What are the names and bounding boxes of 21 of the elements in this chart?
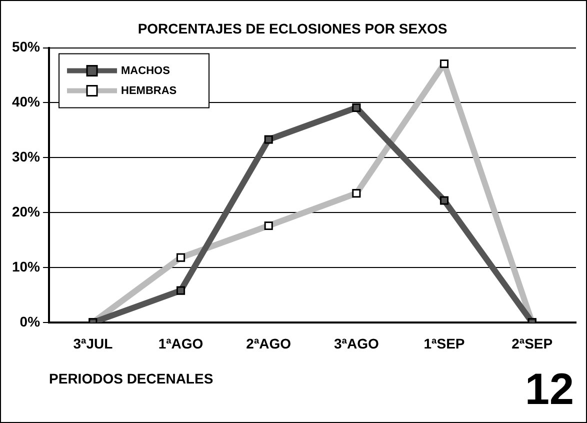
point: [264, 135, 273, 144]
legend-label: HEMBRAS: [121, 84, 177, 97]
point: [440, 196, 449, 205]
y-tick-label: 20%: [12, 203, 41, 220]
y-tick-label: 40%: [12, 94, 41, 110]
y-tick-label: 30%: [12, 148, 41, 164]
text: 12: [525, 365, 574, 414]
x-axis-title: PERIODOS DECENALES: [49, 370, 214, 386]
point: [352, 103, 361, 112]
x-tick-label: 3ªJUL: [73, 336, 114, 352]
x-tick-label: 2ªSEP: [512, 336, 553, 352]
x-tick-label: 1ªAGO: [158, 336, 204, 352]
legend-label: MACHOS: [121, 64, 170, 77]
y-tick-label: 0%: [20, 313, 41, 330]
x-tick-label: 1ªSEP: [424, 336, 465, 352]
y-tick-label: 50%: [12, 38, 41, 55]
x-tick-label: 3ªAGO: [334, 336, 379, 352]
chart-title: PORCENTAJES DE ECLOSIONES POR SEXOS: [138, 20, 448, 36]
y-tick-label: 10%: [12, 258, 41, 274]
point: [176, 286, 186, 295]
x-tick-label: 2ªAGO: [246, 336, 292, 352]
